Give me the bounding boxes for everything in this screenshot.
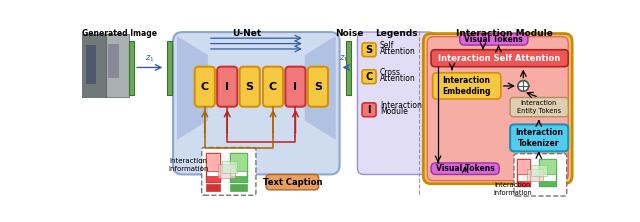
Text: Interaction
Information: Interaction Information (168, 158, 209, 172)
FancyBboxPatch shape (428, 37, 568, 181)
Bar (230, 184, 248, 191)
Text: U-Net: U-Net (232, 29, 261, 38)
FancyBboxPatch shape (195, 67, 215, 107)
Bar (539, 159, 556, 186)
Bar (222, 161, 237, 173)
Bar (167, 41, 172, 95)
Bar (108, 44, 119, 78)
Circle shape (518, 81, 529, 91)
Text: Attention: Attention (380, 74, 415, 83)
Text: Legends: Legends (375, 29, 417, 38)
FancyBboxPatch shape (433, 73, 501, 99)
Bar (230, 153, 248, 171)
Bar (205, 153, 220, 182)
Text: I: I (367, 105, 371, 115)
FancyBboxPatch shape (263, 67, 283, 107)
Text: Interaction Self Attention: Interaction Self Attention (438, 54, 561, 63)
Bar (218, 165, 235, 178)
Bar (539, 159, 556, 174)
Bar (129, 41, 134, 95)
FancyBboxPatch shape (423, 34, 572, 184)
Text: Text Caption: Text Caption (262, 178, 322, 187)
Text: Self: Self (380, 41, 394, 50)
Text: S: S (246, 82, 253, 92)
Text: Interaction: Interaction (380, 101, 422, 111)
FancyBboxPatch shape (239, 67, 260, 107)
Bar (517, 159, 531, 186)
FancyBboxPatch shape (173, 32, 340, 174)
Bar (86, 45, 95, 84)
Bar (539, 181, 556, 186)
Bar (531, 165, 547, 176)
FancyBboxPatch shape (202, 148, 256, 195)
Bar (230, 153, 248, 182)
FancyBboxPatch shape (285, 67, 305, 107)
Text: Cross: Cross (380, 68, 401, 77)
FancyBboxPatch shape (514, 154, 566, 196)
Bar (346, 41, 351, 95)
Bar (83, 34, 106, 97)
Bar (205, 153, 220, 171)
FancyBboxPatch shape (266, 174, 319, 190)
FancyBboxPatch shape (431, 50, 568, 67)
Text: S: S (365, 45, 372, 55)
Text: Module: Module (380, 107, 408, 116)
FancyBboxPatch shape (358, 32, 435, 174)
Bar (205, 176, 220, 182)
Bar (205, 184, 220, 191)
FancyBboxPatch shape (510, 124, 568, 151)
Text: Visual Tokens: Visual Tokens (465, 35, 524, 44)
Text: Interaction
Tokenizer: Interaction Tokenizer (515, 128, 563, 148)
Text: $z_T$: $z_T$ (339, 53, 349, 63)
Bar (106, 34, 129, 97)
Text: Visual Tokens: Visual Tokens (436, 164, 495, 173)
FancyBboxPatch shape (362, 103, 376, 117)
Text: I: I (225, 82, 229, 92)
Bar (517, 181, 531, 186)
FancyBboxPatch shape (431, 163, 499, 174)
FancyBboxPatch shape (362, 70, 376, 84)
FancyBboxPatch shape (362, 43, 376, 57)
Bar (517, 159, 531, 174)
Text: Interaction
Information: Interaction Information (493, 182, 532, 196)
Bar (230, 176, 248, 182)
FancyBboxPatch shape (217, 67, 237, 107)
Text: C: C (269, 82, 277, 92)
FancyBboxPatch shape (510, 97, 568, 117)
Text: C: C (365, 72, 372, 82)
Text: Attention: Attention (380, 47, 415, 56)
Bar (527, 169, 543, 181)
FancyBboxPatch shape (308, 67, 328, 107)
Text: $z_1$: $z_1$ (145, 53, 154, 63)
FancyBboxPatch shape (460, 34, 528, 45)
Text: I: I (294, 82, 298, 92)
Text: C: C (201, 82, 209, 92)
Polygon shape (177, 36, 208, 140)
Text: Generated Image: Generated Image (83, 29, 157, 38)
Text: Noise: Noise (335, 29, 364, 38)
Text: Interaction
Embedding: Interaction Embedding (442, 76, 491, 96)
Text: Interaction Module: Interaction Module (456, 29, 553, 38)
Polygon shape (305, 36, 336, 140)
Text: Interaction
Entity Tokens: Interaction Entity Tokens (516, 100, 561, 114)
Text: S: S (314, 82, 322, 92)
